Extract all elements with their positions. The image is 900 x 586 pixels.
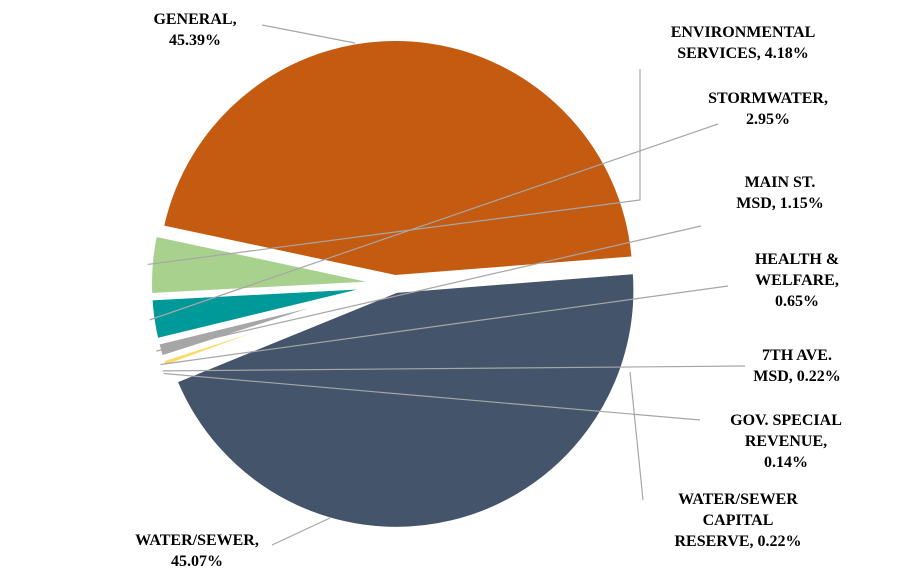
- data-label-7th-ave-msd: 7TH AVE. MSD, 0.22%: [753, 347, 841, 385]
- pie-slices: [146, 35, 640, 533]
- data-label-line: 7TH AVE.: [762, 347, 832, 364]
- data-label-line: HEALTH &: [755, 251, 839, 268]
- data-label-line: 0.14%: [764, 454, 808, 471]
- data-label-line: GOV. SPECIAL: [730, 412, 842, 429]
- data-label-gov-special-revenue: GOV. SPECIAL REVENUE, 0.14%: [730, 412, 842, 471]
- data-label-health-welfare: HEALTH & WELFARE, 0.65%: [755, 251, 839, 310]
- data-label-water-sewer: WATER/SEWER, 45.07%: [135, 532, 259, 570]
- data-label-water-sewer-capital-reserve: WATER/SEWER CAPITAL RESERVE, 0.22%: [674, 491, 801, 550]
- data-label-line: SERVICES, 4.18%: [677, 45, 808, 62]
- data-label-line: WELFARE,: [755, 272, 839, 289]
- data-label-stormwater: STORMWATER, 2.95%: [708, 90, 828, 128]
- leader-line-gov-special-revenue: [163, 372, 701, 421]
- leader-line-water-sewer-capital-reserve: [629, 371, 644, 501]
- leader-line-health-welfare: [160, 285, 729, 366]
- leader-line-general: [261, 24, 356, 44]
- data-label-line: 2.95%: [746, 111, 790, 128]
- data-label-line: MSD, 1.15%: [736, 195, 824, 212]
- data-label-line: RESERVE, 0.22%: [674, 533, 801, 550]
- data-label-line: WATER/SEWER,: [135, 532, 259, 549]
- data-label-line: WATER/SEWER: [678, 491, 798, 508]
- data-labels: GENERAL, 45.39% ENVIRONMENTAL SERVICES, 4.1…: [135, 11, 842, 570]
- leader-line-stormwater: [149, 123, 719, 321]
- data-label-environmental-services: ENVIRONMENTAL SERVICES, 4.18%: [671, 24, 816, 62]
- data-label-line: 45.39%: [169, 32, 221, 49]
- data-label-line: ENVIRONMENTAL: [671, 24, 816, 41]
- data-label-line: CAPITAL: [703, 512, 774, 529]
- data-label-line: 0.65%: [775, 293, 819, 310]
- leader-line-water-sewer: [271, 517, 331, 546]
- pie-slice-water-sewer: [171, 268, 640, 533]
- leader-lines: [147, 24, 746, 546]
- data-label-line: MSD, 0.22%: [753, 368, 841, 385]
- pie-slice-general: [157, 35, 638, 282]
- data-label-line: GENERAL,: [153, 11, 236, 28]
- leader-line-7th-ave-msd: [162, 365, 746, 372]
- data-label-line: REVENUE,: [745, 433, 827, 450]
- data-label-main-st-msd: MAIN ST. MSD, 1.15%: [736, 174, 824, 212]
- data-label-line: STORMWATER,: [708, 90, 828, 107]
- data-label-line: 45.07%: [171, 553, 223, 570]
- data-label-general: GENERAL, 45.39%: [153, 11, 236, 49]
- leader-line-environmental-services: [147, 69, 641, 266]
- data-label-line: MAIN ST.: [745, 174, 816, 191]
- leader-line-main-st-msd: [156, 225, 702, 352]
